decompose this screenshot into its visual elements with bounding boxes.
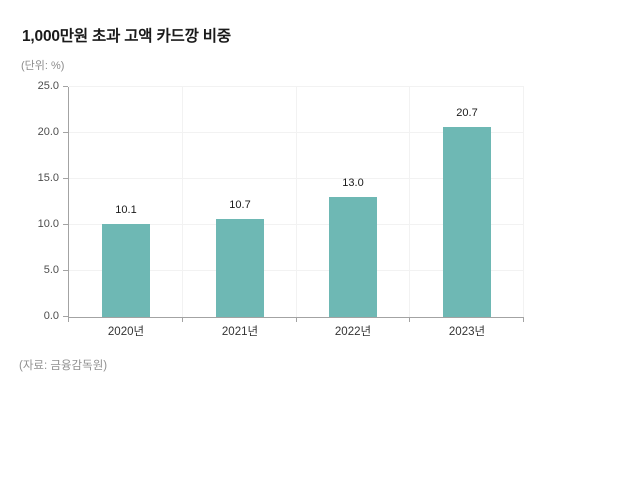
gridline-vertical (296, 87, 297, 317)
x-axis-tick (68, 317, 69, 322)
bar (216, 219, 264, 317)
y-axis-tick (63, 86, 68, 87)
bar-value-label: 10.1 (115, 204, 137, 216)
y-axis-tick (63, 132, 68, 133)
bar (329, 197, 377, 317)
x-axis-label: 2023년 (448, 326, 486, 338)
bar-value-label: 10.7 (229, 199, 251, 211)
gridline-vertical (523, 87, 524, 317)
source-label: (자료: 금융감독원) (19, 360, 108, 372)
y-axis-tick (63, 178, 68, 179)
gridline-vertical (409, 87, 410, 317)
y-axis-label: 20.0 (37, 126, 59, 138)
y-axis-tick (63, 316, 68, 317)
bar (443, 127, 491, 317)
x-axis-label: 2020년 (107, 326, 145, 338)
chart-title: 1,000만원 초과 고액 카드깡 비중 (22, 28, 231, 45)
y-axis-label: 25.0 (37, 80, 59, 92)
x-axis-tick (182, 317, 183, 322)
x-axis-label: 2021년 (221, 326, 259, 338)
plot-area: 0.0 5.0 10.0 15.0 20.0 25.0 10.1 2020년 10.7 2021년… (38, 80, 524, 338)
bar (102, 224, 150, 317)
y-axis-tick (63, 270, 68, 271)
x-axis-tick (296, 317, 297, 322)
x-axis-tick (409, 317, 410, 322)
y-axis-label: 10.0 (37, 218, 59, 230)
bar-value-label: 13.0 (342, 177, 364, 189)
gridline-horizontal (69, 86, 524, 87)
y-axis-tick (63, 224, 68, 225)
bar-value-label: 20.7 (456, 107, 478, 119)
y-axis-label: 5.0 (43, 264, 59, 276)
unit-label: (단위: %) (21, 60, 65, 72)
x-axis-label: 2022년 (334, 326, 372, 338)
x-axis-tick (523, 317, 524, 322)
gridline-vertical (182, 87, 183, 317)
y-axis-label: 0.0 (43, 310, 59, 322)
y-axis-label: 15.0 (37, 172, 59, 184)
